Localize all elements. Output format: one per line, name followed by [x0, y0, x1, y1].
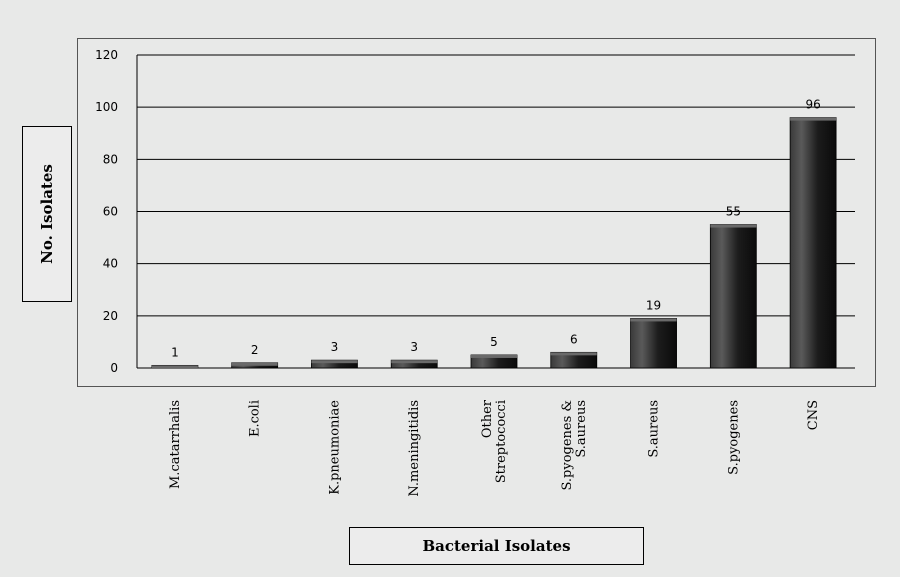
- x-tick-label: S.aureus: [647, 400, 662, 458]
- bar: [789, 117, 837, 369]
- bar-top-edge: [471, 354, 517, 358]
- bar: [709, 224, 757, 369]
- x-axis-title-box: Bacterial Isolates: [349, 527, 644, 565]
- x-tick-label: M.catarrhalis: [168, 400, 183, 489]
- y-tick-label: 80: [103, 152, 118, 166]
- x-tick-label: S.pyogenes: [726, 400, 741, 475]
- x-tick-label-line: S.pyogenes &: [560, 400, 575, 491]
- y-tick-label: 20: [103, 309, 118, 323]
- x-tick-label: Other Streptococci: [480, 399, 509, 483]
- bar-top-edge: [391, 360, 438, 364]
- data-label: 3: [410, 340, 418, 354]
- x-tick-label-line: E.coli: [248, 400, 263, 437]
- bar-top-edge: [630, 318, 677, 322]
- x-tick-label-line: S.aureus: [574, 400, 589, 458]
- x-tick-label-line: K.pneumoniae: [327, 400, 342, 495]
- y-tick-label: 0: [110, 361, 118, 375]
- data-label: 96: [805, 98, 820, 112]
- bar-top-edge: [550, 352, 597, 356]
- bar-top-edge: [710, 224, 757, 228]
- y-tick-label: 120: [95, 48, 118, 62]
- data-label: 1: [171, 345, 179, 359]
- x-tick-label: S.pyogenes & S.aureus: [560, 400, 589, 491]
- bar-top-edge: [231, 362, 278, 366]
- bar-top-edge: [790, 117, 837, 121]
- y-axis-title: No. Isolates: [38, 164, 56, 264]
- bar: [630, 318, 677, 369]
- bar-top-edge: [311, 360, 358, 364]
- labels-layer: 0 20 40 60 80 100 120 1 M.catarrhalis 2 E.coli 3 K.p…: [95, 48, 821, 497]
- data-label: 2: [251, 343, 259, 357]
- x-tick-label-line: N.meningitidis: [407, 400, 422, 497]
- y-tick-label: 40: [103, 257, 118, 271]
- x-tick-label-line: M.catarrhalis: [168, 400, 183, 489]
- y-tick-label: 100: [95, 100, 118, 114]
- data-label: 3: [331, 340, 339, 354]
- bars-layer: [151, 117, 837, 369]
- x-tick-label: E.coli: [248, 400, 263, 437]
- data-label: 6: [570, 332, 578, 346]
- x-tick-label-line: CNS: [806, 400, 821, 430]
- x-tick-label-line: S.pyogenes: [726, 400, 741, 475]
- bar-top-edge: [151, 365, 198, 368]
- x-axis-title: Bacterial Isolates: [422, 537, 571, 555]
- x-tick-label-line: S.aureus: [647, 400, 662, 458]
- x-tick-label: N.meningitidis: [407, 400, 422, 497]
- data-label: 19: [646, 298, 661, 312]
- chart-frame: [77, 38, 876, 387]
- x-tick-label: CNS: [806, 400, 821, 430]
- data-label: 55: [726, 205, 741, 219]
- data-label: 5: [490, 335, 498, 349]
- x-tick-label: K.pneumoniae: [327, 400, 342, 495]
- y-axis-title-box: No. Isolates: [22, 126, 72, 302]
- x-tick-label-line: Streptococci: [494, 400, 509, 483]
- y-tick-label: 60: [103, 205, 118, 219]
- x-tick-label-line: Other: [480, 399, 495, 438]
